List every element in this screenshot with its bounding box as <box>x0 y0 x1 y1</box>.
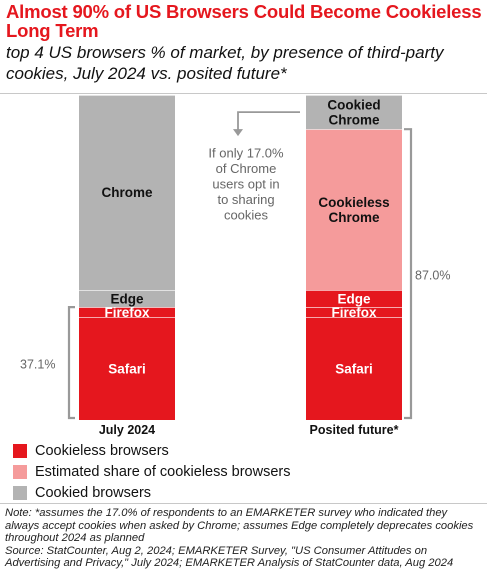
annotation-arrow <box>237 111 300 133</box>
bar-segment-firefox <box>79 307 175 318</box>
footnote-note: Note: *assumes the 17.0% of respondents … <box>5 507 474 545</box>
legend-label: Estimated share of cookieless browsers <box>35 464 291 480</box>
segment-label-chrome: Chrome <box>101 185 152 200</box>
segment-label-safari: Safari <box>108 361 146 376</box>
bracket-right <box>404 128 413 420</box>
annotation-text: If only 17.0% of Chrome users opt in to sha… <box>208 146 284 223</box>
category-label: July 2024 <box>99 423 155 437</box>
segment-label-edge: Edge <box>337 291 370 306</box>
segment-label-firefox: Firefox <box>104 305 150 320</box>
legend-item-cookieless: Cookieless browsers <box>13 441 290 461</box>
segment-label-firefox: Firefox <box>331 305 377 320</box>
bar-segment-edge <box>79 290 175 308</box>
bar-segment-firefox <box>306 307 402 318</box>
segment-label-safari: Safari <box>335 361 373 376</box>
bar-segment-chrome <box>79 95 175 290</box>
annotation-arrowhead <box>233 129 243 137</box>
segment-label-cookied-chrome: Cookied Chrome <box>327 97 380 127</box>
legend-swatch-cookieless <box>13 444 27 458</box>
chart-title: Almost 90% of US Browsers Could Become C… <box>6 1 482 41</box>
legend-item-estimated: Estimated share of cookieless browsers <box>13 462 290 482</box>
footer-rule <box>0 503 487 504</box>
bracket-left <box>67 306 75 420</box>
bar-segment-cookieless-chrome <box>306 129 402 290</box>
footnote: Note: *assumes the 17.0% of respondents … <box>5 507 483 570</box>
legend-label: Cookied browsers <box>35 485 152 501</box>
bar-segment-edge <box>306 290 402 308</box>
bracket-label-left: 37.1% <box>20 358 55 372</box>
header-rule <box>0 93 487 94</box>
legend: Cookieless browsers Estimated share of c… <box>13 441 290 504</box>
segment-label-cookieless-chrome: Cookieless Chrome <box>318 195 389 225</box>
category-label: Posited future* <box>310 423 399 437</box>
bar-segment-safari <box>306 317 402 420</box>
legend-swatch-cookied <box>13 486 27 500</box>
footnote-source: Source: StatCounter, Aug 2, 2024; EMARKE… <box>5 544 454 570</box>
legend-item-cookied: Cookied browsers <box>13 483 290 503</box>
bar-segment-safari <box>79 317 175 420</box>
bar-segment-cookied-chrome <box>306 95 402 130</box>
segment-label-edge: Edge <box>110 291 143 306</box>
legend-swatch-estimated <box>13 465 27 479</box>
bracket-label-right: 87.0% <box>415 269 450 283</box>
chart-subtitle: top 4 US browsers % of market, by presen… <box>6 43 444 83</box>
legend-label: Cookieless browsers <box>35 443 169 459</box>
